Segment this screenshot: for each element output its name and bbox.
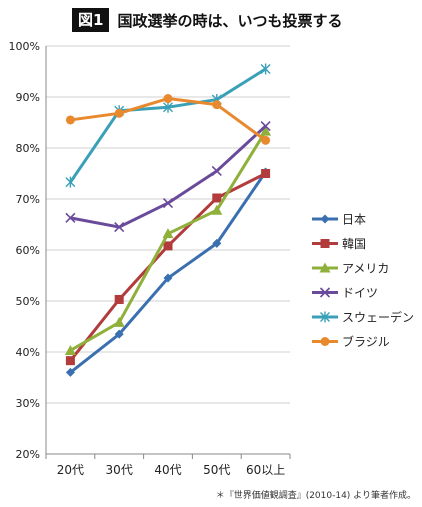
legend-marker [320,239,330,248]
x-tick-label: 50代 [203,463,230,477]
legend-marker [319,262,331,273]
data-point [260,125,272,136]
data-point [113,316,125,327]
y-tick-label: 30% [16,397,40,410]
chart-title: 国政選挙の時は、いつも投票する [117,11,343,30]
data-point [163,101,173,113]
data-point [114,329,124,339]
data-point [163,241,173,251]
data-point [65,212,76,223]
series-line [69,130,267,352]
data-point [114,221,125,233]
legend-label: 韓国 [342,237,366,251]
y-tick-label: 20% [16,448,40,461]
data-point [212,193,222,203]
data-point [64,344,76,355]
data-point [260,63,271,75]
legend-label: ドイツ [342,286,378,300]
data-point [212,100,222,110]
legend-label: 日本 [342,213,366,227]
y-tick-label: 50% [16,295,40,308]
data-point [211,165,222,177]
data-point [65,115,75,125]
x-tick-label: 40代 [154,463,181,477]
data-point [162,198,174,209]
legend-label: アメリカ [342,262,389,276]
data-point [212,238,222,248]
data-point [261,135,271,145]
data-point [211,204,223,215]
data-point [163,273,173,283]
data-point [65,176,76,188]
data-point [65,356,75,366]
data-point [65,367,75,377]
data-point [260,121,271,132]
y-tick-label: 80% [16,142,40,155]
legend-marker [320,214,330,224]
y-tick-label: 90% [16,91,40,104]
figure-label: 図1 [72,8,110,32]
data-point [163,94,173,104]
data-point [162,228,174,239]
y-tick-label: 100% [9,40,40,53]
y-tick-label: 40% [16,346,40,359]
figure-title-row: 図1 国政選挙の時は、いつも投票する [72,8,342,32]
legend-marker [319,287,331,298]
y-tick-label: 60% [16,244,40,257]
x-tick-label: 60以上 [246,463,285,477]
data-point [114,294,124,304]
data-point [114,108,124,118]
legend-marker [320,311,330,323]
legend-marker [320,337,330,346]
x-tick-label: 20代 [57,463,84,477]
y-tick-label: 70% [16,193,40,206]
x-tick-label: 30代 [106,463,133,477]
legend-label: スウェーデン [342,310,414,325]
series-line [69,67,267,184]
data-point [261,169,271,178]
legend-label: ブラジル [342,334,390,349]
source-note: ＊『世界価値観調査』(2010-14) より筆者作成。 [215,491,416,501]
